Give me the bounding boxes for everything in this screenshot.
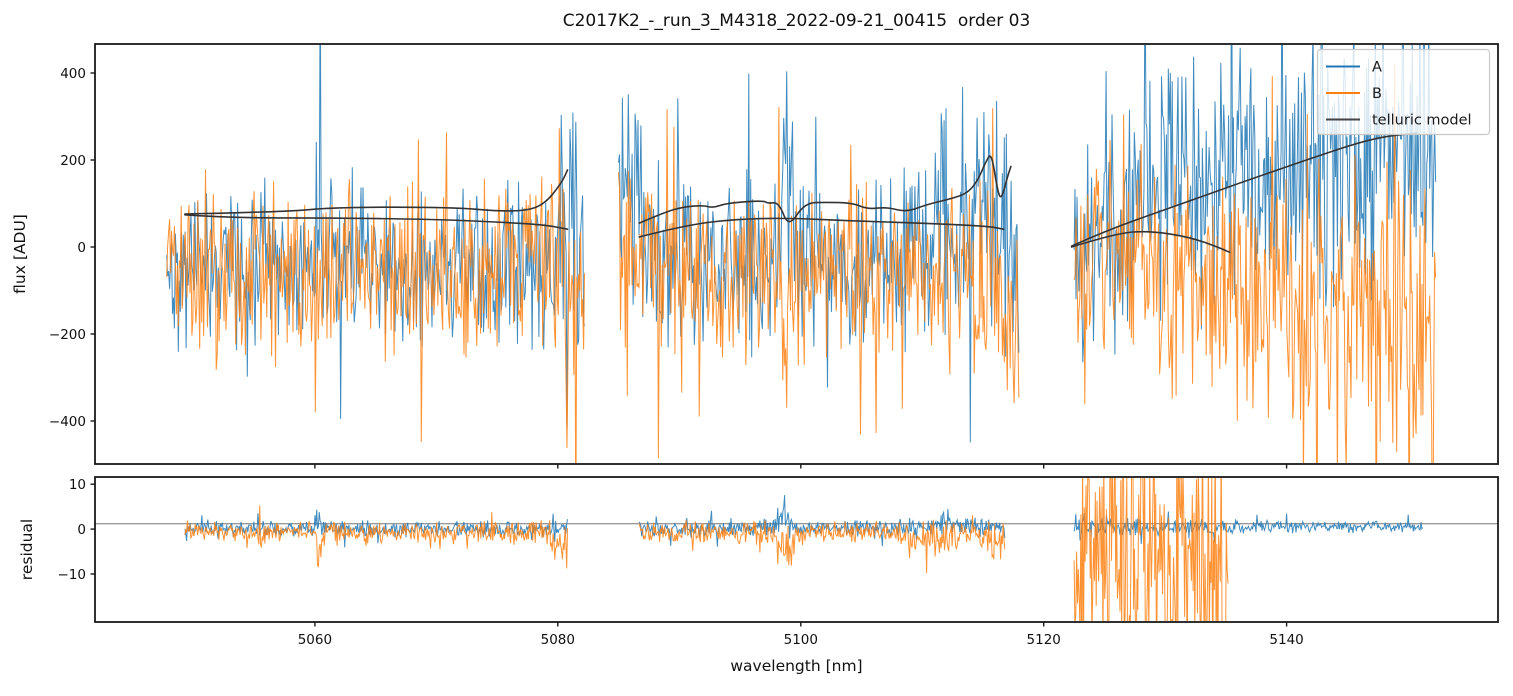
flux-panel-spines bbox=[94, 43, 1499, 465]
flux-y-axis-label: flux [ADU] bbox=[11, 214, 29, 294]
residual-series-A-segment-1 bbox=[184, 509, 568, 548]
telluric-model-curve-1 bbox=[184, 169, 569, 215]
telluric-model-curve-3 bbox=[638, 155, 1012, 224]
flux-panel-data bbox=[166, 45, 1437, 463]
residual-y-tick-label: 10 bbox=[69, 477, 86, 493]
residual-y-axis-label: residual bbox=[18, 519, 36, 580]
flux-series-A-segment-1 bbox=[166, 45, 585, 429]
flux-series-A-segment-2 bbox=[618, 71, 1020, 443]
residual-series-B-segment-2 bbox=[638, 514, 1006, 574]
x-tick-label: 5100 bbox=[784, 632, 818, 648]
residual-panel-data bbox=[184, 478, 1424, 621]
telluric-model-curve-2 bbox=[184, 214, 569, 230]
residual-series-B-segment-1 bbox=[184, 505, 568, 569]
flux-y-tick-label: 0 bbox=[77, 240, 86, 256]
flux-series-B-segment-1 bbox=[166, 128, 585, 463]
flux-y-tick-label: −200 bbox=[49, 327, 86, 343]
telluric-model-curve-6 bbox=[1070, 230, 1231, 253]
legend-label: A bbox=[1372, 60, 1382, 76]
x-tick-label: 5120 bbox=[1027, 632, 1061, 648]
flux-series-A-segment-3 bbox=[1073, 45, 1437, 363]
flux-series-B-segment-2 bbox=[618, 107, 1020, 459]
residual-panel-spines bbox=[94, 476, 1499, 623]
telluric-model-curve-5 bbox=[1070, 132, 1418, 247]
residual-series-A-segment-3 bbox=[1073, 511, 1424, 545]
residual-y-tick-label: 0 bbox=[77, 522, 86, 538]
chart-title: C2017K2_-_run_3_M4318_2022-09-21_00415 o… bbox=[563, 11, 1031, 31]
telluric-model-curve-4 bbox=[638, 217, 1005, 238]
x-tick-label: 5080 bbox=[541, 632, 575, 648]
legend-label: telluric model bbox=[1372, 113, 1472, 129]
residual-series-A-segment-2 bbox=[638, 495, 1006, 547]
x-tick-label: 5060 bbox=[298, 632, 332, 648]
tick-marks bbox=[90, 72, 1288, 627]
residual-series-B-segment-3 bbox=[1073, 478, 1229, 621]
legend-label: B bbox=[1372, 86, 1382, 102]
residual-y-tick-label: −10 bbox=[58, 567, 87, 583]
x-axis-label: wavelength [nm] bbox=[730, 657, 862, 675]
flux-y-tick-label: −400 bbox=[49, 414, 86, 430]
flux-y-tick-label: 200 bbox=[60, 153, 86, 169]
legend-box bbox=[1316, 48, 1491, 136]
flux-y-tick-label: 400 bbox=[60, 66, 86, 82]
x-tick-label: 5140 bbox=[1269, 632, 1303, 648]
